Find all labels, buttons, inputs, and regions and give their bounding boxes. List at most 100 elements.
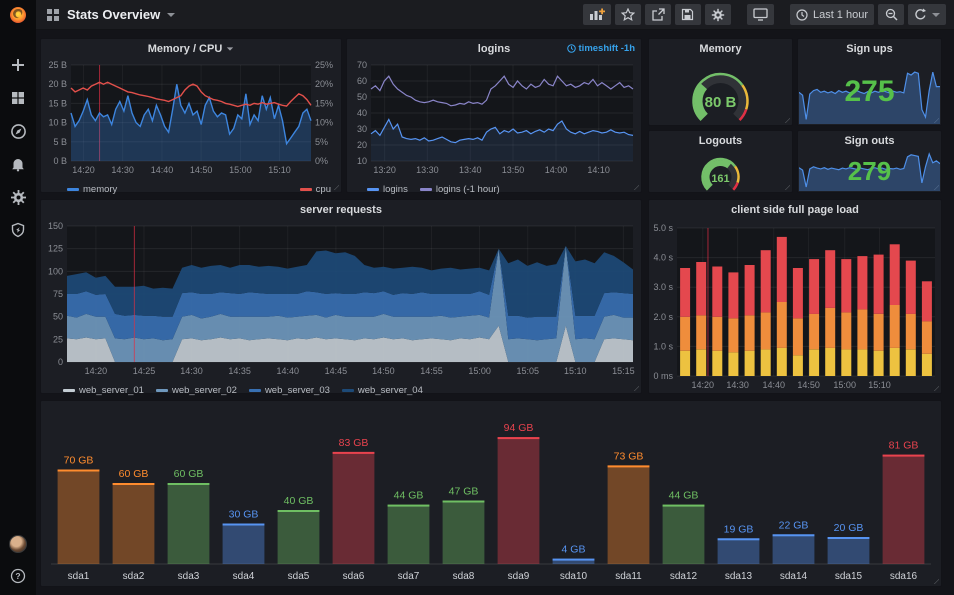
svg-text:14:50: 14:50 [190,165,213,175]
sidebar-item-alerting[interactable] [7,153,29,175]
panel-server-requests-header[interactable]: server requests [41,200,641,220]
star-dashboard-button[interactable] [614,4,641,25]
svg-text:25 B: 25 B [48,60,67,70]
svg-text:14:25: 14:25 [133,366,156,376]
refresh-button[interactable] [908,4,946,25]
sidebar: ? [0,0,36,595]
dashboard-settings-button[interactable] [704,4,731,25]
page-load-chart[interactable]: 0 ms 1.0 s 2.0 s 3.0 s 4.0 s 5.0 s 14:20 14:30 1… [649,220,941,392]
legend-item-web-server-01[interactable]: web_server_01 [63,385,144,396]
svg-text:22 GB: 22 GB [779,519,809,531]
time-range-picker[interactable]: Last 1 hour [789,4,874,25]
star-icon [620,8,635,21]
legend-item-logins[interactable]: logins [367,184,408,195]
svg-text:30: 30 [357,124,367,134]
legend-item-web-server-04[interactable]: web_server_04 [341,385,423,396]
sidebar-item-server-admin[interactable] [7,219,29,241]
time-range-label: Last 1 hour [812,8,868,21]
panel-memory-cpu-header[interactable]: Memory / CPU [41,39,341,59]
svg-text:sda4: sda4 [233,571,255,582]
svg-text:4.0 s: 4.0 s [653,253,673,263]
panel-page-load-header[interactable]: client side full page load [649,200,941,220]
legend-item-logins-prev[interactable]: logins (-1 hour) [419,184,500,195]
panel-logins-header[interactable]: logins timeshift -1h [347,39,641,59]
sign-ups-sparkline[interactable] [799,68,940,124]
svg-text:13:50: 13:50 [502,165,525,175]
svg-text:sda12: sda12 [670,571,698,582]
zoom-out-button[interactable] [878,4,904,25]
svg-text:50: 50 [53,312,63,322]
memory-gauge[interactable]: 80 B [649,59,792,125]
panel-sign-outs: Sign outs 279 [797,130,942,193]
svg-text:1.0 s: 1.0 s [653,341,673,351]
svg-text:sda10: sda10 [560,571,588,582]
monitor-icon [753,8,768,21]
svg-text:sda8: sda8 [453,571,475,582]
panel-title: logins [477,43,511,55]
sidebar-item-explore[interactable] [7,120,29,142]
logins-chart[interactable]: 10 20 30 40 50 60 70 13:20 13:30 13:40 13:50 14:00 1… [347,59,641,177]
svg-text:15%: 15% [315,98,333,108]
svg-text:2.0 s: 2.0 s [653,312,673,322]
svg-text:sda6: sda6 [343,571,365,582]
dashboard-title[interactable]: Stats Overview [67,7,161,22]
memory-cpu-chart[interactable]: 0 B 0% 5 B 5% 10 B 10% 15 B 15% 20 B 20% 25 B 25% 14… [41,59,341,177]
panel-sign-outs-header[interactable]: Sign outs [798,131,941,151]
sidebar-item-create[interactable] [7,54,29,76]
sidebar-item-dashboards[interactable] [7,87,29,109]
svg-text:14:40: 14:40 [276,366,299,376]
svg-text:14:30: 14:30 [180,366,203,376]
logins-legend: logins logins (-1 hour) [347,182,641,196]
plus-icon [12,59,24,71]
explore-compass-icon [10,123,26,139]
svg-text:60 GB: 60 GB [174,468,204,480]
legend-item-cpu[interactable]: cpu [299,184,331,195]
svg-text:14:00: 14:00 [545,165,568,175]
logouts-gauge[interactable]: 161 [649,151,792,192]
clock-icon [566,44,576,53]
magnifier-zoom-out-icon [885,8,898,21]
legend-item-web-server-02[interactable]: web_server_02 [155,385,237,396]
svg-text:50: 50 [357,92,367,102]
svg-text:0: 0 [58,357,63,367]
svg-text:5%: 5% [315,137,328,147]
topbar: Stats Overview [36,0,954,30]
svg-text:14:55: 14:55 [420,366,443,376]
svg-text:125: 125 [48,244,63,254]
legend-item-web-server-03[interactable]: web_server_03 [248,385,330,396]
cycle-view-button[interactable] [746,4,774,25]
refresh-interval-caret-icon[interactable] [932,12,940,17]
sign-outs-sparkline[interactable] [799,151,940,191]
svg-text:15:05: 15:05 [516,366,539,376]
svg-text:81 GB: 81 GB [889,440,919,452]
panel-logouts-header[interactable]: Logouts [649,131,792,151]
svg-text:5.0 s: 5.0 s [653,223,673,233]
sidebar-item-profile[interactable] [7,533,29,555]
dashboard-dropdown-caret-icon[interactable] [167,12,176,17]
grafana-logo[interactable] [0,0,36,30]
save-dashboard-button[interactable] [674,4,701,25]
svg-text:75: 75 [53,289,63,299]
panel-server-requests: server requests 0 25 50 75 100 125 150 14:20 14:… [40,199,642,396]
svg-text:14:50: 14:50 [372,366,395,376]
panel-logins: logins timeshift -1h 10 20 30 40 50 60 70 13:20… [346,38,642,196]
legend-item-memory[interactable]: memory [67,184,117,195]
sidebar-item-configuration[interactable] [7,186,29,208]
svg-text:70 GB: 70 GB [64,455,94,467]
svg-text:14:10: 14:10 [587,165,610,175]
svg-text:0%: 0% [315,156,328,166]
svg-text:3.0 s: 3.0 s [653,282,673,292]
svg-text:14:40: 14:40 [151,165,174,175]
svg-text:60 GB: 60 GB [119,468,149,480]
panel-memory-gauge-header[interactable]: Memory [649,39,792,59]
disk-usage-chart[interactable]: 70 GB sda1 60 GB sda2 60 GB sda3 30 GB sda4 40 G… [41,401,941,586]
share-dashboard-button[interactable] [644,4,671,25]
panel-sign-ups-header[interactable]: Sign ups [798,39,941,59]
timeshift-badge[interactable]: timeshift -1h [566,43,635,54]
server-requests-chart[interactable]: 0 25 50 75 100 125 150 14:20 14:25 14:30 14:35 14:4… [41,220,641,378]
add-panel-button[interactable] [582,4,611,25]
svg-text:14:20: 14:20 [85,366,108,376]
sidebar-item-help[interactable]: ? [7,565,29,587]
svg-text:sda15: sda15 [835,571,863,582]
